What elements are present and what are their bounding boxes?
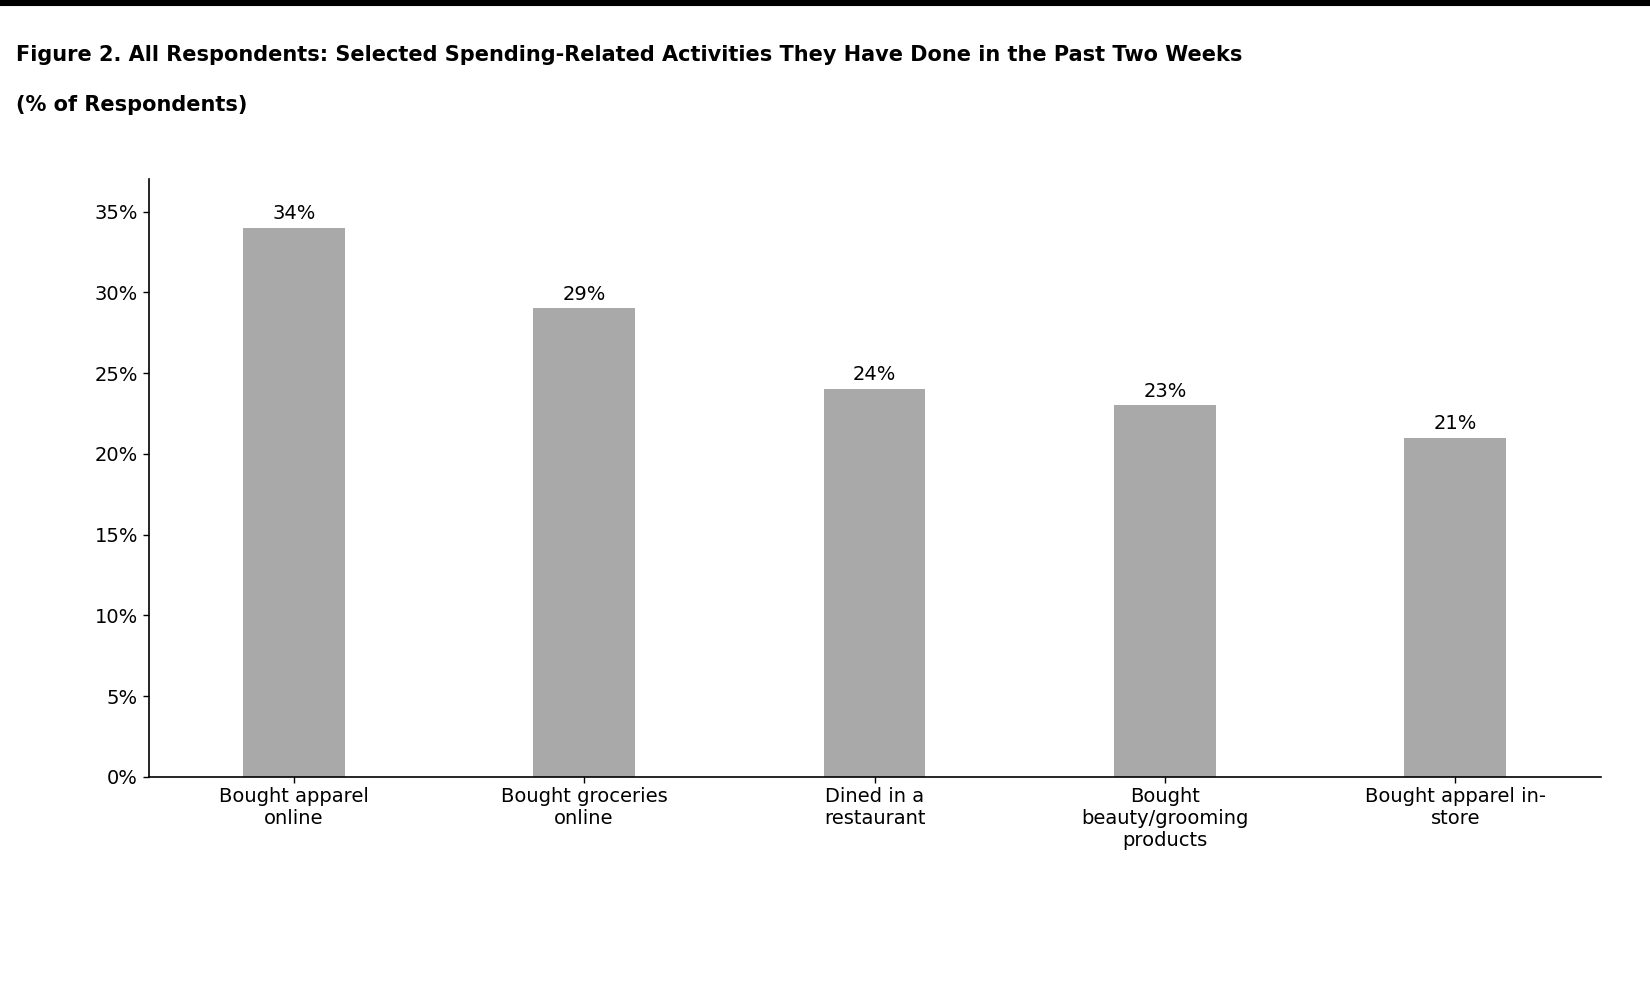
Text: 24%: 24%	[853, 366, 896, 384]
Text: (% of Respondents): (% of Respondents)	[16, 95, 247, 115]
Bar	[1114, 405, 1216, 777]
Text: 29%: 29%	[563, 285, 606, 304]
Text: 34%: 34%	[272, 204, 315, 223]
Bar	[823, 389, 926, 777]
Text: 23%: 23%	[1143, 381, 1186, 400]
Bar	[533, 309, 635, 777]
Bar	[1404, 437, 1506, 777]
Bar	[243, 228, 345, 777]
Text: 21%: 21%	[1434, 414, 1477, 433]
Text: Figure 2. All Respondents: Selected Spending-Related Activities They Have Done i: Figure 2. All Respondents: Selected Spen…	[16, 45, 1242, 65]
